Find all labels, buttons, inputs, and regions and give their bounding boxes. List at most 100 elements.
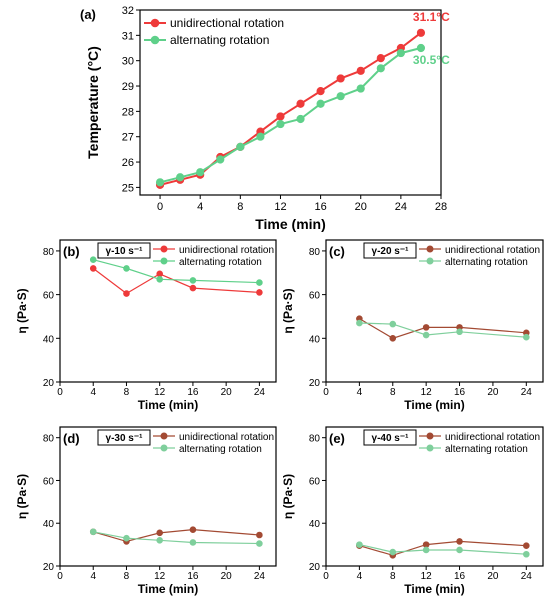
plot-frame — [59, 239, 277, 383]
data-point — [256, 540, 263, 547]
plot-frame — [59, 426, 277, 567]
data-point — [156, 529, 163, 537]
x-tick-label: 20 — [221, 387, 233, 398]
x-tick-label: 16 — [187, 387, 199, 398]
y-tick-label: 29 — [122, 81, 134, 93]
x-tick-label: 16 — [187, 571, 199, 582]
legend-label: unidirectional rotation — [170, 16, 284, 30]
data-point — [256, 279, 263, 286]
data-point — [422, 331, 430, 339]
panel-label: (b) — [63, 244, 80, 259]
y-tick-label: 40 — [309, 519, 321, 530]
x-tick-label: 12 — [421, 571, 433, 582]
data-point — [456, 538, 463, 545]
legend-marker — [160, 257, 168, 265]
x-tick-label: 20 — [487, 571, 499, 582]
y-tick-label: 28 — [122, 106, 134, 118]
x-tick-label: 4 — [357, 571, 363, 582]
x-tick-label: 12 — [421, 387, 433, 398]
x-axis-label: Time (min) — [138, 582, 198, 596]
y-axis-label: η (Pa·S) — [15, 474, 29, 519]
y-tick-label: 40 — [309, 334, 321, 345]
y-tick-label: 80 — [43, 434, 55, 445]
legend-marker — [150, 18, 160, 28]
data-point — [189, 277, 197, 284]
panel-1: 0 4 8 12 16 20 24 20 40 60 80 Time (min) η (Pa·S) (b)… — [15, 239, 277, 412]
x-tick-label: 4 — [90, 571, 96, 582]
x-tick-label: 0 — [323, 387, 329, 398]
y-tick-label: 20 — [309, 378, 321, 389]
data-point — [456, 546, 463, 554]
data-point — [389, 335, 397, 342]
data-point — [296, 114, 305, 124]
x-tick-label: 4 — [90, 387, 96, 398]
x-axis-label: Time (min) — [404, 398, 464, 412]
legend-marker — [150, 35, 160, 45]
panel-0: 0 4 8 12 16 20 24 28 25 26 27 28 29 30 31 32 Time (min) T… — [80, 5, 450, 232]
data-point — [376, 54, 385, 63]
panel-label: (d) — [63, 431, 80, 446]
shear-rate-label: γ-10 s⁻¹ — [106, 246, 144, 257]
y-tick-label: 20 — [43, 378, 55, 389]
legend-marker — [426, 432, 434, 440]
data-point — [356, 66, 365, 75]
data-point — [176, 173, 185, 182]
y-tick-label: 32 — [122, 5, 134, 17]
x-tick-label: 24 — [254, 387, 266, 398]
legend-label: alternating rotation — [445, 257, 528, 268]
legend-marker — [160, 245, 168, 253]
data-point — [256, 531, 263, 539]
legend-marker — [160, 444, 168, 452]
data-point — [523, 550, 530, 558]
panel-label: (c) — [329, 244, 345, 259]
data-point — [389, 320, 397, 328]
shear-rate-box — [97, 429, 151, 446]
data-point — [216, 155, 225, 164]
legend-label: alternating rotation — [170, 33, 269, 47]
x-tick-label: 8 — [390, 387, 396, 398]
y-tick-label: 20 — [309, 562, 321, 573]
data-point — [89, 528, 97, 536]
x-tick-label: 24 — [521, 571, 533, 582]
shear-rate-box — [363, 242, 417, 259]
data-point — [422, 324, 430, 331]
legend-label: unidirectional rotation — [179, 245, 274, 256]
data-point — [236, 142, 245, 151]
data-point — [389, 548, 397, 556]
y-tick-label: 60 — [309, 476, 321, 487]
y-tick-label: 40 — [43, 334, 55, 345]
data-point — [523, 542, 530, 549]
data-point — [276, 119, 285, 129]
x-tick-label: 8 — [390, 571, 396, 582]
legend-marker — [426, 257, 434, 265]
data-point — [123, 290, 130, 297]
x-tick-label: 8 — [237, 201, 243, 213]
y-axis-label: η (Pa·S) — [15, 288, 29, 333]
data-point — [276, 112, 285, 121]
data-point — [523, 333, 530, 341]
x-tick-label: 8 — [124, 571, 130, 582]
x-tick-label: 16 — [454, 571, 466, 582]
x-axis-label: Time (min) — [255, 216, 326, 232]
x-tick-label: 12 — [154, 387, 166, 398]
plot-frame — [325, 426, 544, 567]
y-tick-label: 60 — [43, 476, 55, 487]
data-point — [189, 284, 197, 292]
panel-label: (a) — [80, 7, 96, 22]
data-point — [189, 526, 197, 533]
data-point — [123, 265, 130, 272]
panel-label: (e) — [329, 431, 345, 446]
data-point — [356, 319, 363, 327]
data-point — [156, 276, 163, 283]
series-line-0 — [93, 528, 260, 543]
legend-label: alternating rotation — [179, 444, 262, 455]
data-point — [156, 270, 163, 278]
value-annotation: 30.5°C — [413, 53, 450, 67]
x-tick-label: 24 — [521, 387, 533, 398]
x-tick-label: 20 — [221, 571, 233, 582]
panel-2: 0 4 8 12 16 20 24 20 40 60 80 Time (min) η (Pa·S) (c)… — [281, 239, 544, 412]
y-tick-label: 26 — [122, 157, 134, 169]
y-tick-label: 30 — [122, 56, 134, 68]
x-tick-label: 24 — [254, 571, 266, 582]
